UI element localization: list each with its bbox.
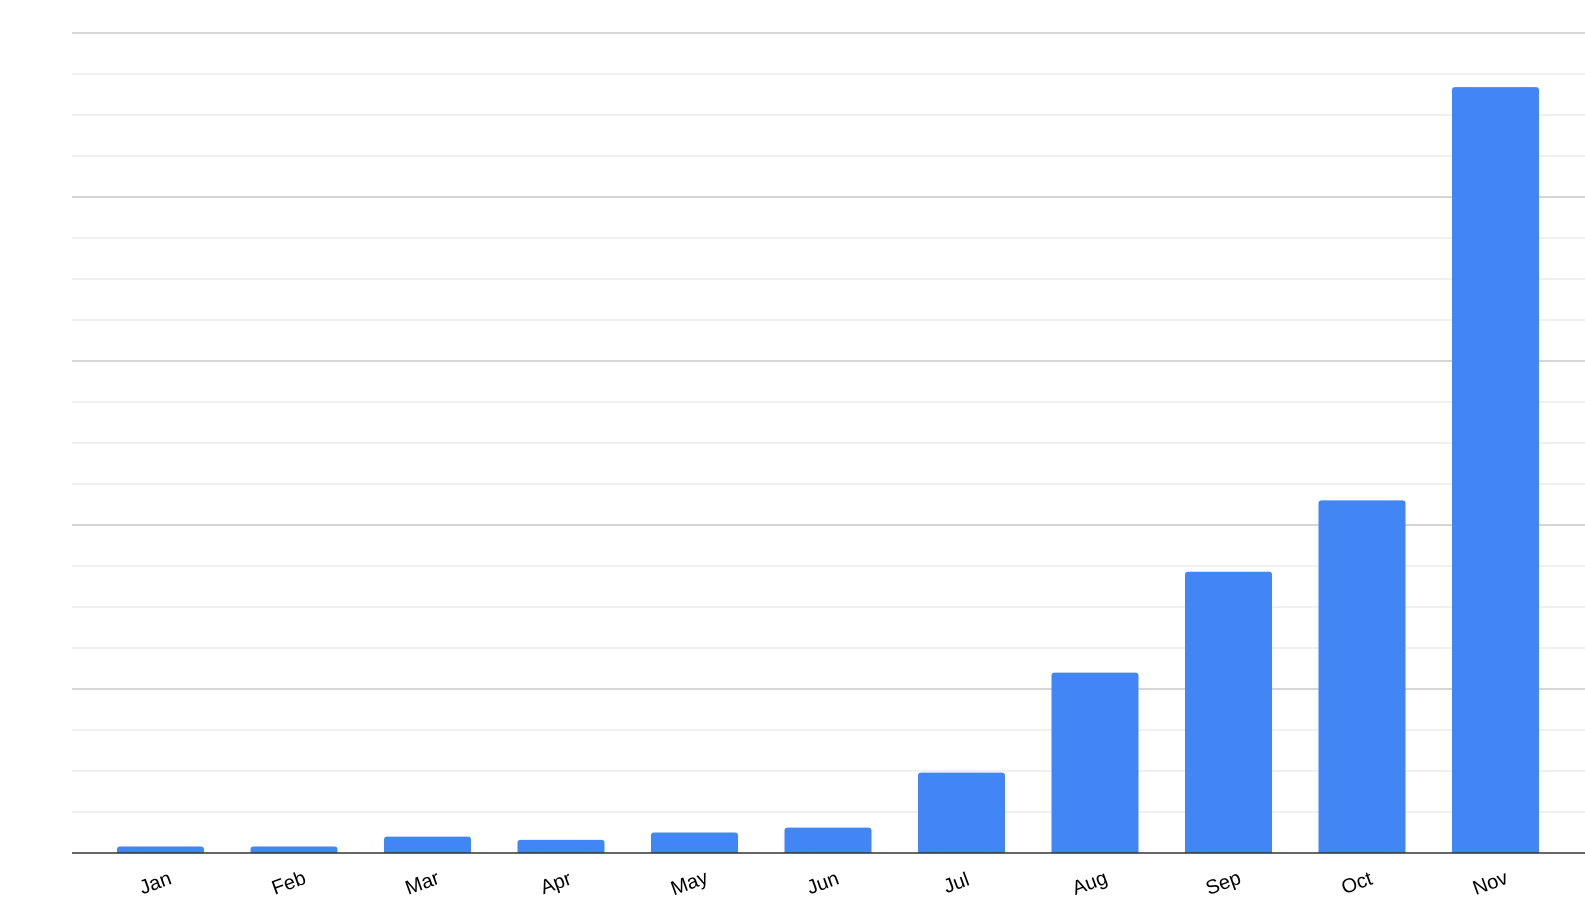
x-tick-label-apr: Apr [538,868,575,899]
x-tick-label-feb: Feb [269,867,309,899]
bar-feb [250,846,338,853]
x-tick-label-jan: Jan [137,868,175,900]
bar-jun [784,827,872,853]
x-tick-label-aug: Aug [1069,867,1110,900]
bar-mar [384,836,471,853]
bar-jul [918,772,1005,853]
x-tick-label-jul: Jul [941,869,973,898]
bar-apr [517,839,605,853]
x-tick-label-mar: Mar [402,867,442,900]
bar-oct [1318,500,1406,853]
bar-nov [1452,87,1539,854]
gridlines [72,32,1585,813]
x-tick-label-sep: Sep [1203,867,1244,900]
bar-jan [117,846,204,853]
x-tick-label-jun: Jun [804,868,842,900]
x-tick-labels: Jan Feb Mar Apr May Jun Jul Aug Sep Oct Nov [137,867,1511,901]
bar-may [651,832,738,853]
bars [117,87,1539,854]
bar-aug [1051,672,1139,853]
x-tick-label-nov: Nov [1470,867,1511,900]
x-tick-label-oct: Oct [1339,868,1376,899]
bar-sep [1185,571,1272,853]
x-tick-label-may: May [668,867,711,901]
